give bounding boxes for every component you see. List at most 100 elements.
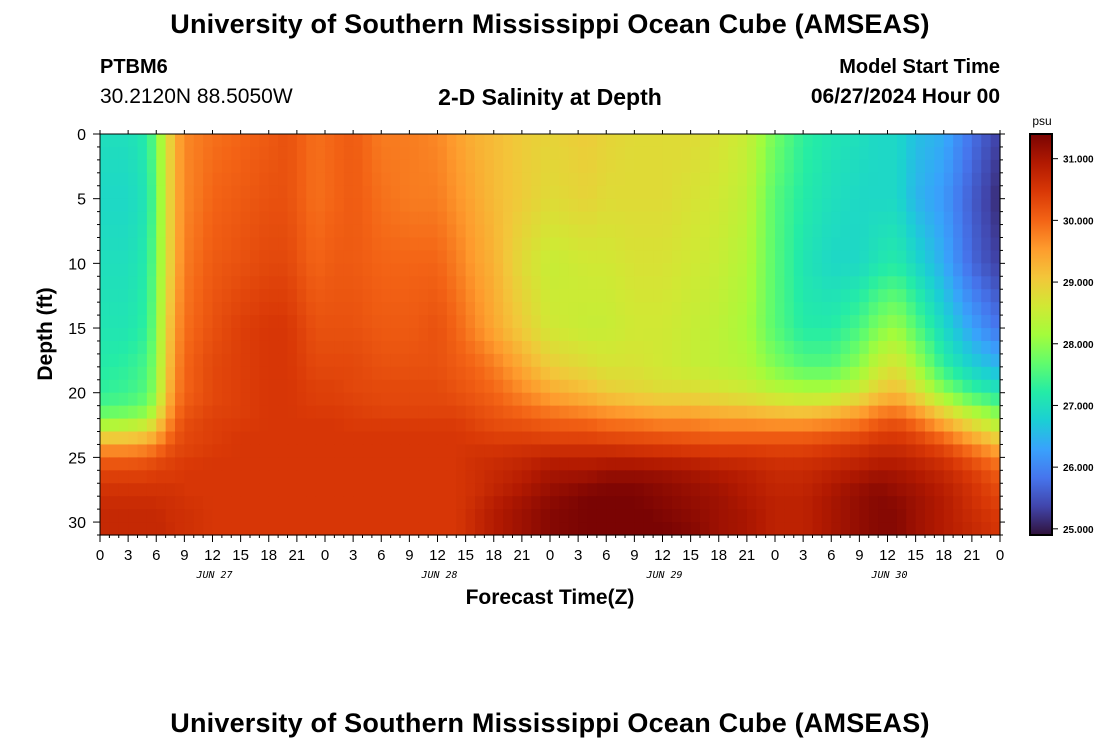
heatmap-cell bbox=[240, 328, 251, 342]
heatmap-cell bbox=[446, 172, 457, 187]
heatmap-cell bbox=[512, 302, 523, 316]
heatmap-cell bbox=[681, 483, 692, 497]
heatmap-cell bbox=[353, 211, 364, 226]
heatmap-cell bbox=[193, 315, 204, 329]
heatmap-cell bbox=[240, 315, 251, 329]
heatmap-cell bbox=[700, 366, 710, 381]
heatmap-cell bbox=[118, 185, 129, 200]
heatmap-cell bbox=[325, 392, 335, 407]
heatmap-cell bbox=[212, 224, 223, 239]
heatmap-cell bbox=[728, 328, 739, 342]
heatmap-cell bbox=[437, 146, 448, 161]
x-tick-label: 3 bbox=[799, 547, 807, 564]
heatmap-cell bbox=[990, 418, 1001, 433]
heatmap-cell bbox=[231, 237, 242, 252]
heatmap-cell bbox=[896, 263, 907, 277]
heatmap-cell bbox=[737, 134, 748, 148]
heatmap-cell bbox=[409, 224, 420, 239]
heatmap-cell bbox=[193, 392, 204, 407]
heatmap-cell bbox=[840, 211, 851, 226]
heatmap-cell bbox=[821, 172, 832, 187]
heatmap-cell bbox=[859, 431, 870, 446]
heatmap-cell bbox=[596, 185, 607, 200]
heatmap-cell bbox=[850, 457, 860, 471]
heatmap-cell bbox=[137, 198, 148, 213]
heatmap-cell bbox=[465, 366, 476, 381]
heatmap-cell bbox=[456, 509, 467, 523]
heatmap-cell bbox=[596, 405, 607, 420]
heatmap-cell bbox=[906, 134, 917, 148]
heatmap-cell bbox=[146, 146, 157, 161]
heatmap-cell bbox=[418, 159, 429, 174]
heatmap-cell bbox=[475, 483, 485, 497]
heatmap-cell bbox=[700, 302, 710, 316]
heatmap-cell bbox=[184, 522, 195, 536]
x-tick-label: 12 bbox=[429, 547, 446, 564]
heatmap-cell bbox=[184, 276, 195, 290]
heatmap-cell bbox=[559, 237, 570, 252]
heatmap-cells bbox=[100, 134, 1001, 536]
heatmap-cell bbox=[390, 315, 401, 329]
heatmap-cell bbox=[662, 379, 673, 394]
heatmap-cell bbox=[259, 185, 270, 200]
heatmap-cell bbox=[775, 470, 785, 484]
heatmap-cell bbox=[287, 444, 298, 458]
heatmap-cell bbox=[240, 198, 251, 213]
heatmap-cell bbox=[821, 431, 832, 446]
heatmap-cell bbox=[943, 405, 954, 420]
heatmap-cell bbox=[953, 211, 964, 226]
heatmap-cell bbox=[212, 134, 223, 148]
heatmap-cell bbox=[765, 470, 776, 484]
heatmap-cell bbox=[615, 302, 626, 316]
heatmap-cell bbox=[578, 470, 589, 484]
heatmap-cell bbox=[175, 328, 185, 342]
heatmap-cell bbox=[915, 159, 926, 174]
heatmap-cell bbox=[737, 366, 748, 381]
heatmap-cell bbox=[775, 159, 785, 174]
heatmap-cell bbox=[165, 509, 176, 523]
heatmap-cell bbox=[784, 366, 795, 381]
heatmap-cell bbox=[578, 302, 589, 316]
heatmap-cell bbox=[550, 328, 560, 342]
heatmap-cell bbox=[896, 509, 907, 523]
heatmap-cell bbox=[418, 366, 429, 381]
heatmap-cell bbox=[259, 457, 270, 471]
x-tick-label: 0 bbox=[321, 547, 329, 564]
heatmap-cell bbox=[371, 302, 382, 316]
heatmap-cell bbox=[137, 366, 148, 381]
heatmap-cell bbox=[118, 276, 129, 290]
heatmap-cell bbox=[128, 509, 139, 523]
heatmap-cell bbox=[606, 185, 617, 200]
heatmap-cell bbox=[259, 224, 270, 239]
heatmap-cell bbox=[578, 496, 589, 510]
heatmap-cell bbox=[371, 134, 382, 148]
y-axis-label: Depth (ft) bbox=[34, 287, 57, 380]
heatmap-cell bbox=[737, 159, 748, 174]
heatmap-cell bbox=[446, 418, 457, 433]
heatmap-cell bbox=[568, 444, 579, 458]
heatmap-cell bbox=[887, 470, 898, 484]
heatmap-cell bbox=[418, 353, 429, 368]
heatmap-cell bbox=[306, 457, 317, 471]
heatmap-cell bbox=[156, 418, 167, 433]
heatmap-cell bbox=[100, 496, 110, 510]
heatmap-cell bbox=[878, 276, 889, 290]
heatmap-cell bbox=[718, 172, 729, 187]
heatmap-cell bbox=[643, 496, 654, 510]
heatmap-cell bbox=[231, 289, 242, 303]
heatmap-cell bbox=[981, 315, 992, 329]
heatmap-cell bbox=[184, 315, 195, 329]
heatmap-cell bbox=[728, 444, 739, 458]
heatmap-cell bbox=[606, 134, 617, 148]
heatmap-cell bbox=[634, 366, 645, 381]
heatmap-cell bbox=[868, 237, 879, 252]
heatmap-cell bbox=[690, 418, 701, 433]
heatmap-cell bbox=[146, 418, 157, 433]
heatmap-cell bbox=[268, 289, 279, 303]
heatmap-cell bbox=[990, 496, 1001, 510]
heatmap-cell bbox=[165, 379, 176, 394]
heatmap-cell bbox=[840, 405, 851, 420]
heatmap-cell bbox=[259, 444, 270, 458]
heatmap-cell bbox=[428, 366, 439, 381]
heatmap-cell bbox=[259, 470, 270, 484]
